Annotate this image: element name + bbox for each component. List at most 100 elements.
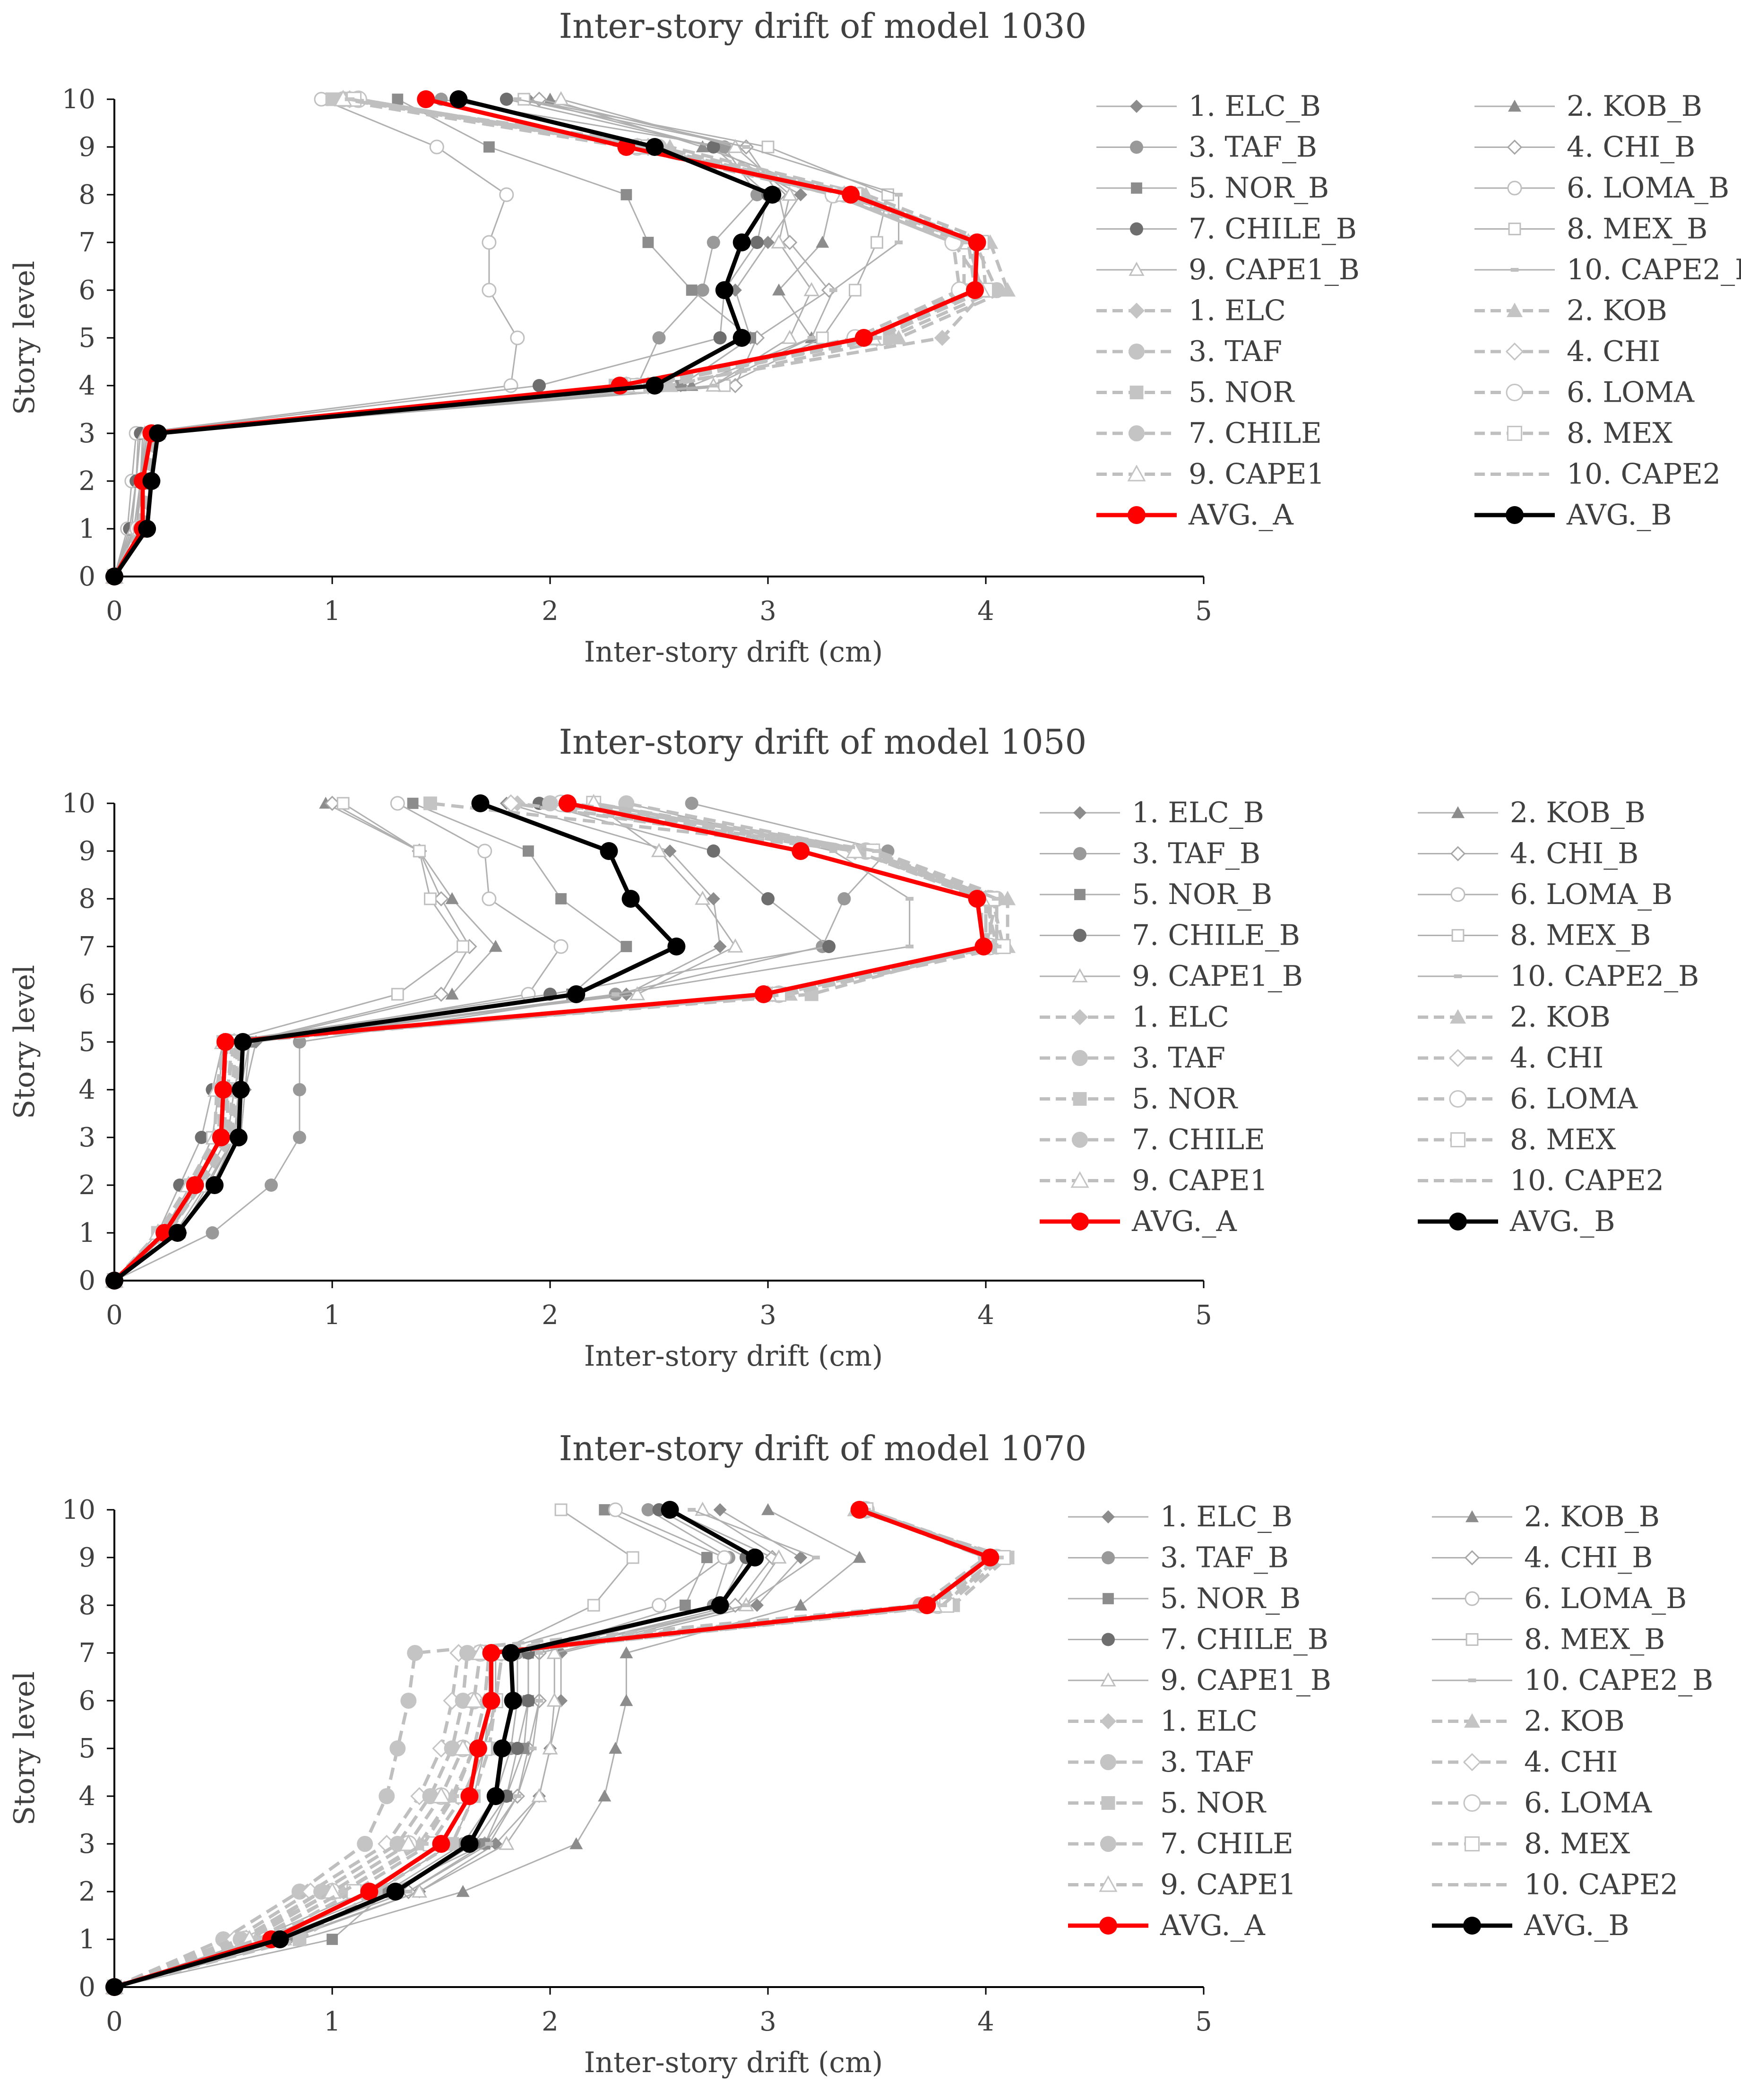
chart-panel-1: Inter-story drift of model 1030 0 1 2 3 4 5 6 7 8… (8, 6, 1741, 669)
series-line (114, 802, 470, 1282)
data-point (229, 1128, 248, 1146)
legend-label: 2. KOB_B (1510, 796, 1646, 829)
legend-swatch-marker (1454, 974, 1462, 978)
data-point (965, 281, 984, 299)
data-point (761, 892, 775, 905)
legend-label: 7. CHILE_B (1132, 919, 1300, 952)
data-point (837, 892, 851, 905)
data-point (742, 1603, 750, 1607)
legend-item: 6. LOMA (1418, 1083, 1638, 1116)
legend-swatch-marker (1509, 472, 1520, 476)
series-line (114, 1508, 1009, 1989)
data-point (746, 1549, 764, 1566)
data-point (905, 897, 914, 901)
legend-label: 5. NOR (1189, 376, 1295, 409)
legend-label: 5. NOR_B (1189, 172, 1329, 205)
legend-label: 10. CAPE2 (1567, 458, 1721, 491)
data-point (149, 424, 167, 442)
data-point (761, 140, 775, 154)
legend-swatch-marker (1450, 1132, 1465, 1147)
chart-title: Inter-story drift of model 1030 (559, 6, 1087, 46)
legend-swatch-marker (1129, 386, 1144, 399)
data-point (981, 1549, 1000, 1566)
data-point (460, 1835, 479, 1853)
data-point (510, 330, 525, 345)
legend-swatch-marker (1129, 344, 1145, 360)
data-point (389, 1740, 406, 1756)
data-point (465, 1691, 483, 1708)
data-point (445, 892, 459, 904)
legend-item: 10. CAPE2_B (1474, 253, 1741, 286)
y-tick-label: 3 (78, 1829, 95, 1859)
data-point (713, 331, 727, 344)
data-point (413, 844, 426, 858)
legend-item: 3. TAF_B (1068, 1541, 1289, 1575)
data-point (621, 189, 632, 200)
legend-item: 2. KOB_B (1432, 1500, 1660, 1533)
data-point (816, 331, 829, 344)
legend-label: 10. CAPE2 (1510, 1164, 1664, 1197)
legend-item: 1. ELC (1068, 1705, 1258, 1738)
data-point (937, 1603, 947, 1607)
data-point (186, 1176, 204, 1194)
legend-label: 4. CHI (1567, 335, 1660, 368)
data-point (445, 988, 459, 1000)
legend-label: 1. ELC_B (1160, 1500, 1293, 1533)
data-point (489, 940, 502, 952)
data-point (542, 795, 558, 811)
data-point (608, 1502, 623, 1517)
legend-label: 1. ELC (1132, 1001, 1229, 1034)
legend-item: 5. NOR (1040, 1083, 1238, 1116)
data-point (554, 1503, 568, 1516)
data-point (357, 1836, 373, 1852)
data-point (523, 845, 534, 857)
data-point (761, 236, 775, 249)
data-point (794, 1599, 808, 1611)
data-point (105, 1272, 123, 1290)
legend-swatch-marker (1465, 1836, 1480, 1851)
legend-item: 5. NOR_B (1040, 878, 1272, 911)
data-point (974, 938, 993, 955)
legend-label: 2. KOB (1567, 294, 1667, 327)
data-point (771, 1549, 787, 1564)
legend-swatch-marker (1127, 465, 1146, 482)
data-point (642, 237, 654, 248)
series-line (114, 1509, 725, 1988)
data-point (138, 520, 156, 538)
data-point (782, 329, 798, 344)
legend-item: AVG._B (1474, 499, 1672, 532)
legend-item: 1. ELC_B (1096, 90, 1321, 123)
series-line (113, 1508, 988, 1989)
data-point (609, 1742, 622, 1754)
data-point (567, 985, 586, 1003)
data-point (338, 1890, 348, 1893)
data-point (968, 233, 986, 251)
legend-label: AVG._A (1160, 1909, 1266, 1942)
legend-swatch-marker (1072, 1009, 1088, 1025)
data-point (991, 897, 1002, 901)
legend-label: 8. MEX (1510, 1123, 1616, 1156)
data-point (386, 1883, 405, 1901)
data-point (812, 1556, 820, 1559)
legend-label: 2. KOB (1524, 1705, 1625, 1738)
series-22 (105, 794, 686, 1290)
legend-item: 3. TAF_B (1040, 837, 1260, 870)
legend-swatch-marker (1099, 1917, 1117, 1935)
data-point (707, 236, 720, 249)
series-line (113, 802, 464, 1282)
data-point (626, 1551, 639, 1564)
data-point (379, 1788, 395, 1804)
legend-swatch-marker (1506, 384, 1524, 401)
data-point (991, 945, 1002, 948)
x-tick-label: 2 (542, 1300, 559, 1331)
data-point (853, 1551, 866, 1563)
legend-item: 8. MEX (1432, 1827, 1630, 1860)
data-point (651, 843, 667, 857)
legend-swatch-marker (1100, 1672, 1116, 1687)
data-point (327, 1934, 338, 1945)
data-point (750, 1599, 764, 1612)
data-point (688, 1508, 696, 1512)
legend-swatch-marker (1450, 1009, 1466, 1024)
y-tick-label: 7 (78, 1638, 95, 1669)
